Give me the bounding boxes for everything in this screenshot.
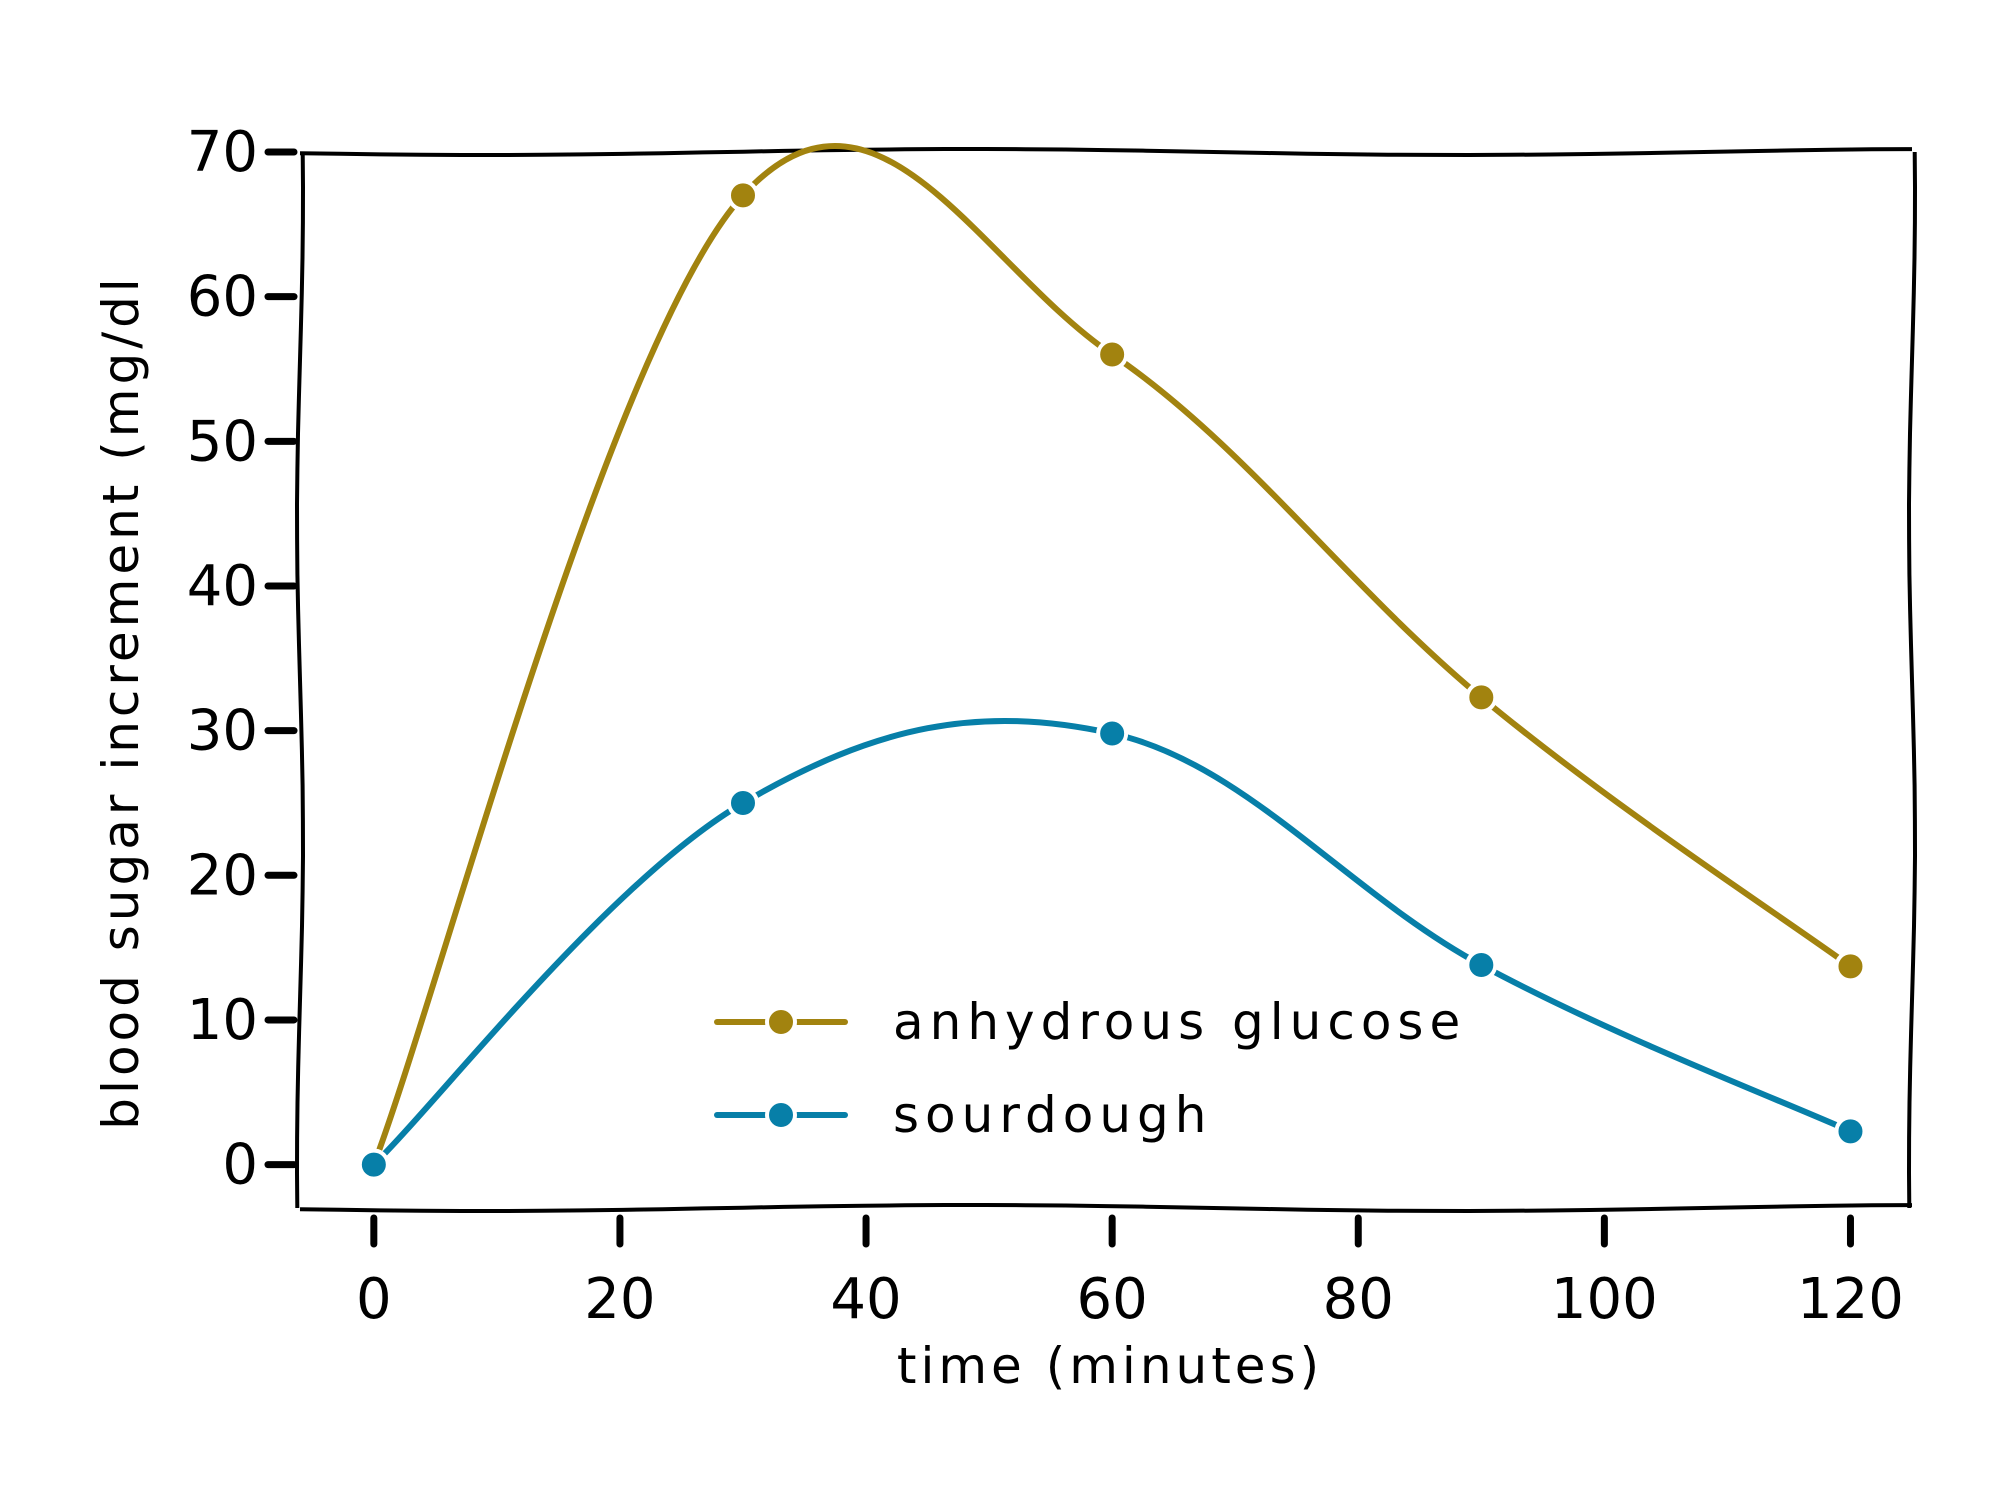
x-tick-label: 100	[1551, 1267, 1658, 1332]
data-point-anhydrous-glucose	[1834, 950, 1867, 983]
data-point-anhydrous-glucose	[726, 179, 759, 212]
frame-left	[294, 151, 306, 1209]
data-point-anhydrous-glucose	[1096, 338, 1129, 371]
x-tick-label: 0	[356, 1267, 392, 1332]
y-tick-label: 50	[187, 409, 258, 474]
data-point-sourdough	[726, 786, 759, 819]
series-line-anhydrous-glucose	[370, 143, 1854, 1168]
y-axis-label: blood sugar increment (mg/dl	[92, 274, 150, 1129]
y-tick-label: 10	[187, 988, 258, 1053]
data-point-sourdough	[1096, 717, 1129, 750]
legend-label: sourdough	[893, 1086, 1212, 1144]
x-axis-ticks: 0 20 40 60 80 100 120	[356, 1214, 1904, 1332]
frame-bottom	[299, 1203, 1913, 1214]
legend-swatch-marker	[765, 1006, 797, 1038]
y-tick-label: 20	[187, 843, 258, 908]
y-tick-label: 30	[187, 699, 258, 764]
legend-swatch-marker	[765, 1099, 797, 1131]
legend-label: anhydrous glucose	[893, 993, 1466, 1051]
data-point-sourdough	[357, 1148, 390, 1181]
x-tick-label: 40	[830, 1267, 901, 1332]
frame-top	[299, 147, 1913, 158]
series-sourdough	[357, 717, 1867, 1181]
x-tick-label: 20	[584, 1267, 655, 1332]
y-tick-label: 40	[187, 554, 258, 619]
x-tick-label: 60	[1077, 1267, 1148, 1332]
x-tick-label: 80	[1323, 1267, 1394, 1332]
x-tick-label: 120	[1797, 1267, 1904, 1332]
y-tick-label: 0	[222, 1133, 258, 1198]
legend: anhydrous glucose sourdough	[714, 993, 1466, 1144]
y-tick-label: 70	[187, 120, 258, 185]
data-point-sourdough	[1465, 948, 1498, 981]
data-point-anhydrous-glucose	[1465, 681, 1498, 714]
x-axis-label: time (minutes)	[897, 1337, 1323, 1395]
y-axis-ticks: 0 10 20 30 40 50 60 70	[187, 120, 298, 1198]
frame-right	[1906, 151, 1918, 1209]
y-tick-label: 60	[187, 265, 258, 330]
data-point-sourdough	[1834, 1115, 1867, 1148]
legend-item-sourdough: sourdough	[714, 1086, 1212, 1144]
series-lines	[357, 143, 1867, 1181]
plot-frame	[294, 147, 1918, 1214]
legend-item-anhydrous-glucose: anhydrous glucose	[714, 993, 1466, 1051]
